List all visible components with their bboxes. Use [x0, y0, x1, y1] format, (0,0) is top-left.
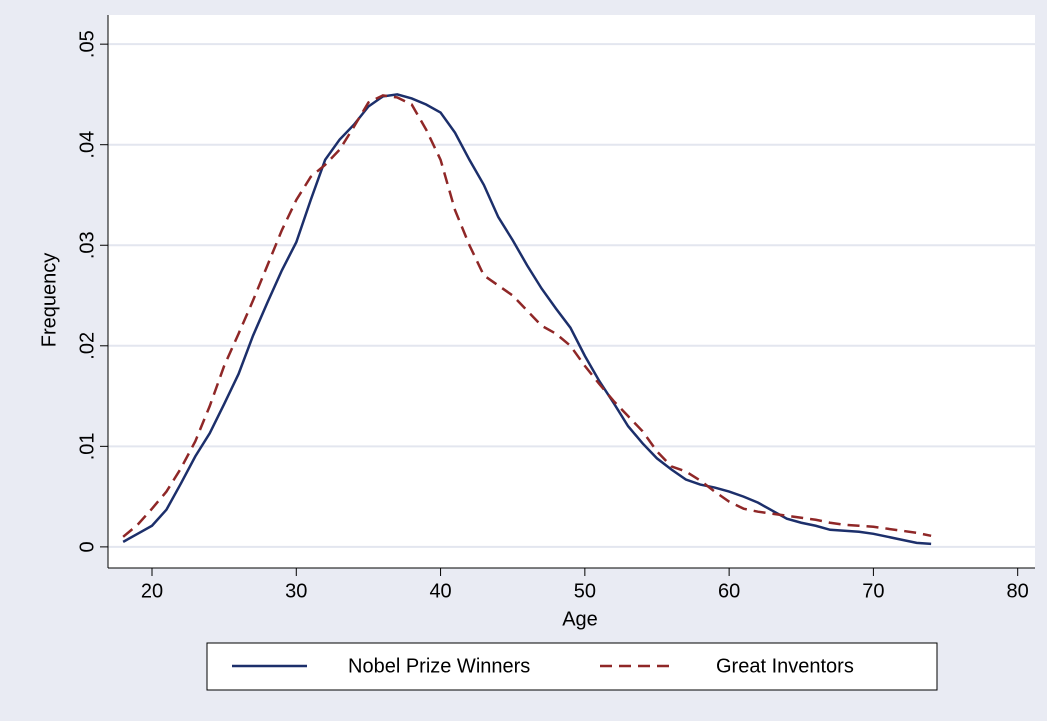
x-tick-label: 70: [862, 580, 884, 602]
legend-label: Great Inventors: [716, 655, 854, 677]
plot-area: [108, 15, 1035, 568]
x-tick-label: 60: [718, 580, 740, 602]
y-tick-label: 0: [76, 541, 98, 552]
x-tick-label: 40: [429, 580, 451, 602]
y-tick-label: .01: [76, 432, 98, 460]
y-tick-label: .03: [76, 231, 98, 259]
legend-box: [206, 642, 938, 691]
legend-label: Nobel Prize Winners: [348, 655, 530, 677]
series-line: [122, 93, 932, 546]
series-line: [122, 94, 932, 538]
y-axis-label: Frequency: [38, 253, 60, 348]
y-tick-label: .04: [76, 131, 98, 159]
x-tick-label: 30: [285, 580, 307, 602]
y-tick-label: .02: [76, 332, 98, 360]
x-tick-label: 80: [1007, 580, 1029, 602]
y-tick-label: .05: [76, 30, 98, 58]
x-tick-label: 50: [574, 580, 596, 602]
x-axis-label: Age: [562, 608, 598, 630]
x-tick-label: 20: [141, 580, 163, 602]
